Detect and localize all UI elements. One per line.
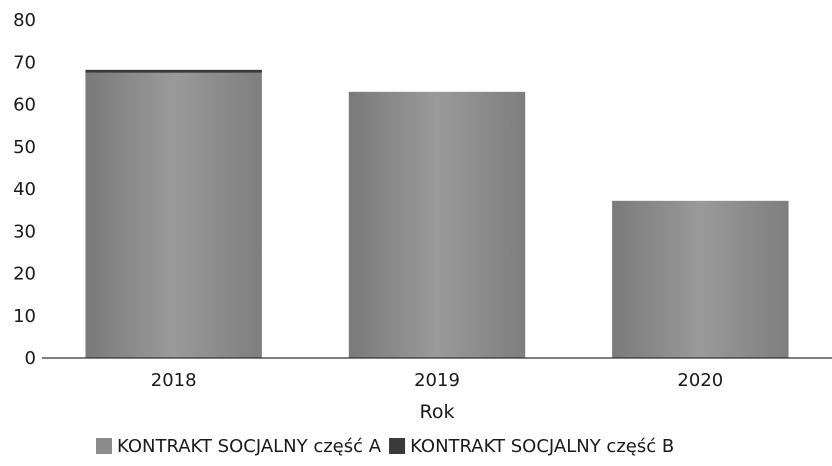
x-axis: 2018 2019 2020 bbox=[151, 370, 723, 391]
legend-label: KONTRAKT SOCJALNY część A bbox=[117, 436, 382, 457]
x-tick-label: 2019 bbox=[414, 370, 460, 391]
x-axis-title: Rok bbox=[420, 401, 455, 423]
y-tick-label: 70 bbox=[13, 52, 36, 73]
x-tick-label: 2018 bbox=[151, 370, 197, 391]
legend-swatch bbox=[96, 438, 112, 454]
legend-swatch bbox=[389, 438, 406, 454]
legend-label: KONTRAKT SOCJALNY część B bbox=[410, 436, 674, 457]
y-tick-label: 40 bbox=[13, 179, 36, 200]
y-tick-label: 10 bbox=[13, 306, 36, 327]
legend: KONTRAKT SOCJALNY część A KONTRAKT SOCJAL… bbox=[96, 436, 674, 457]
y-tick-label: 50 bbox=[13, 137, 36, 158]
bar-2020-series-1 bbox=[612, 200, 789, 358]
y-tick-label: 20 bbox=[13, 264, 36, 285]
y-axis: 0 10 20 30 40 50 60 70 80 bbox=[13, 10, 36, 369]
bars bbox=[85, 69, 789, 358]
bar-2018-series-1 bbox=[85, 72, 262, 358]
y-tick-label: 60 bbox=[13, 95, 36, 116]
x-tick-label: 2020 bbox=[677, 370, 723, 391]
bar-2019-series-1 bbox=[348, 91, 526, 358]
bar-2018-series-2 bbox=[85, 69, 262, 73]
y-tick-label: 30 bbox=[13, 221, 36, 242]
y-tick-label: 0 bbox=[25, 348, 36, 369]
y-tick-label: 80 bbox=[13, 10, 36, 31]
